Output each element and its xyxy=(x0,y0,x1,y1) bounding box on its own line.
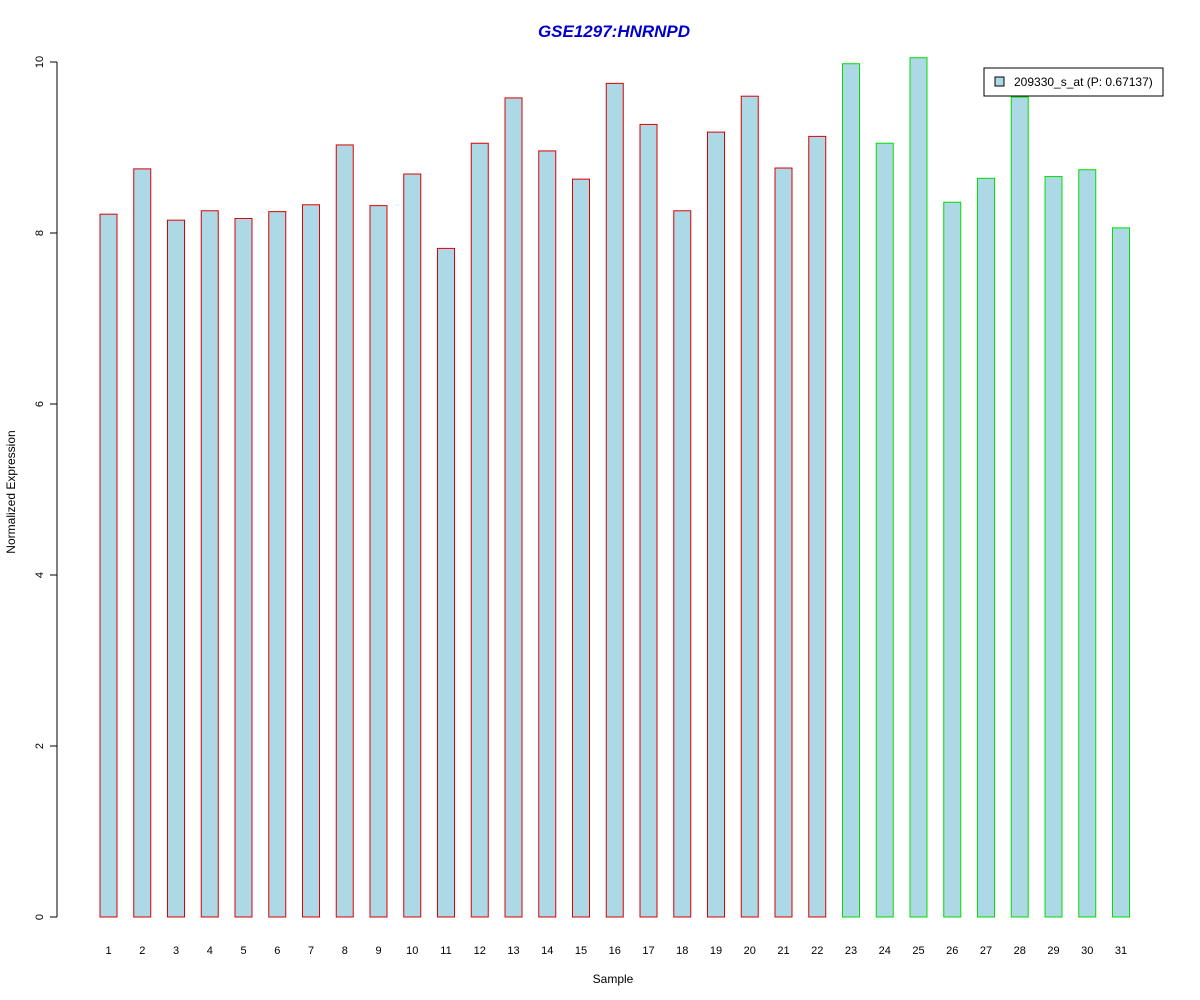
x-tick-label: 30 xyxy=(1081,945,1093,957)
x-tick-label: 2 xyxy=(139,945,145,957)
y-tick-label: 0 xyxy=(34,914,46,920)
x-tick-label: 29 xyxy=(1047,945,1059,957)
x-tick-label: 8 xyxy=(342,945,348,957)
x-tick-labels: 1 2 3 4 5 6 7 8 9 10 11 12 13 14 15 16 17 18 19 20 21 22 23 24 2… xyxy=(105,945,1127,957)
x-tick-label: 15 xyxy=(575,945,587,957)
x-tick-label: 6 xyxy=(274,945,280,957)
legend-label: 209330_s_at (P: 0.67137) xyxy=(1014,75,1153,89)
x-tick-label: 28 xyxy=(1014,945,1026,957)
bar-sample-3 xyxy=(167,219,185,918)
y-tick-label: 10 xyxy=(34,56,46,68)
bar-sample-28 xyxy=(1010,96,1029,918)
bar-sample-25 xyxy=(909,57,928,918)
x-tick-label: 23 xyxy=(845,945,857,957)
bar-sample-11 xyxy=(437,247,455,918)
bar-sample-26 xyxy=(943,201,962,918)
x-tick-label: 25 xyxy=(912,945,924,957)
x-tick-label: 3 xyxy=(173,945,179,957)
bar-sample-8 xyxy=(335,144,354,918)
x-tick-label: 16 xyxy=(609,945,621,957)
bar-sample-30 xyxy=(1078,169,1097,918)
bar-sample-19 xyxy=(707,131,725,918)
x-tick-label: 5 xyxy=(240,945,246,957)
chart-title: GSE1297:HNRNPD xyxy=(538,22,690,41)
y-tick-label: 8 xyxy=(34,230,46,236)
x-tick-label: 19 xyxy=(710,945,722,957)
bar-sample-7 xyxy=(302,204,320,918)
bar-sample-23 xyxy=(842,63,860,918)
x-tick-label: 9 xyxy=(375,945,381,957)
x-tick-label: 21 xyxy=(777,945,789,957)
bar-sample-6 xyxy=(268,211,287,918)
y-axis-label: Normalized Expression xyxy=(4,430,18,553)
x-tick-label: 26 xyxy=(946,945,958,957)
y-tick-label: 6 xyxy=(34,401,46,407)
bar-sample-2 xyxy=(133,168,152,918)
bar-sample-5 xyxy=(234,217,253,918)
bar-sample-21 xyxy=(774,167,793,918)
bar-sample-27 xyxy=(977,177,995,918)
bar-sample-10 xyxy=(403,173,422,918)
x-axis-label: Sample xyxy=(593,972,634,986)
bar-sample-15 xyxy=(572,178,590,918)
bar-sample-13 xyxy=(504,97,523,918)
bar-sample-22 xyxy=(808,135,827,918)
x-tick-label: 31 xyxy=(1115,945,1127,957)
x-tick-label: 17 xyxy=(642,945,654,957)
x-tick-label: 27 xyxy=(980,945,992,957)
y-tick-label: 2 xyxy=(34,743,46,749)
x-tick-label: 20 xyxy=(744,945,756,957)
x-tick-label: 14 xyxy=(541,945,553,957)
legend: 209330_s_at (P: 0.67137) xyxy=(983,67,1164,97)
y-axis: 0 2 4 6 8 10 xyxy=(34,56,58,920)
x-tick-label: 18 xyxy=(676,945,688,957)
bar-sample-9 xyxy=(369,205,388,918)
bar-sample-31 xyxy=(1112,227,1130,918)
x-tick-label: 12 xyxy=(474,945,486,957)
bar-sample-4 xyxy=(200,210,219,918)
x-tick-label: 22 xyxy=(811,945,823,957)
y-tick-label: 4 xyxy=(34,572,46,578)
x-tick-label: 4 xyxy=(207,945,213,957)
x-tick-label: 10 xyxy=(406,945,418,957)
x-tick-label: 24 xyxy=(879,945,891,957)
bar-sample-20 xyxy=(740,95,759,918)
x-tick-label: 1 xyxy=(105,945,111,957)
bar-series xyxy=(99,57,1130,918)
bar-sample-12 xyxy=(470,142,489,918)
x-tick-label: 13 xyxy=(507,945,519,957)
bar-sample-18 xyxy=(673,210,692,918)
legend-swatch xyxy=(994,76,1005,87)
legend-box xyxy=(983,67,1164,97)
bar-sample-14 xyxy=(538,150,557,918)
bar-sample-17 xyxy=(639,123,658,918)
bar-sample-16 xyxy=(605,82,624,918)
x-tick-label: 7 xyxy=(308,945,314,957)
bar-sample-29 xyxy=(1044,176,1063,918)
x-tick-label: 11 xyxy=(440,945,451,957)
bar-sample-24 xyxy=(875,142,894,918)
bar-sample-1 xyxy=(99,213,118,918)
